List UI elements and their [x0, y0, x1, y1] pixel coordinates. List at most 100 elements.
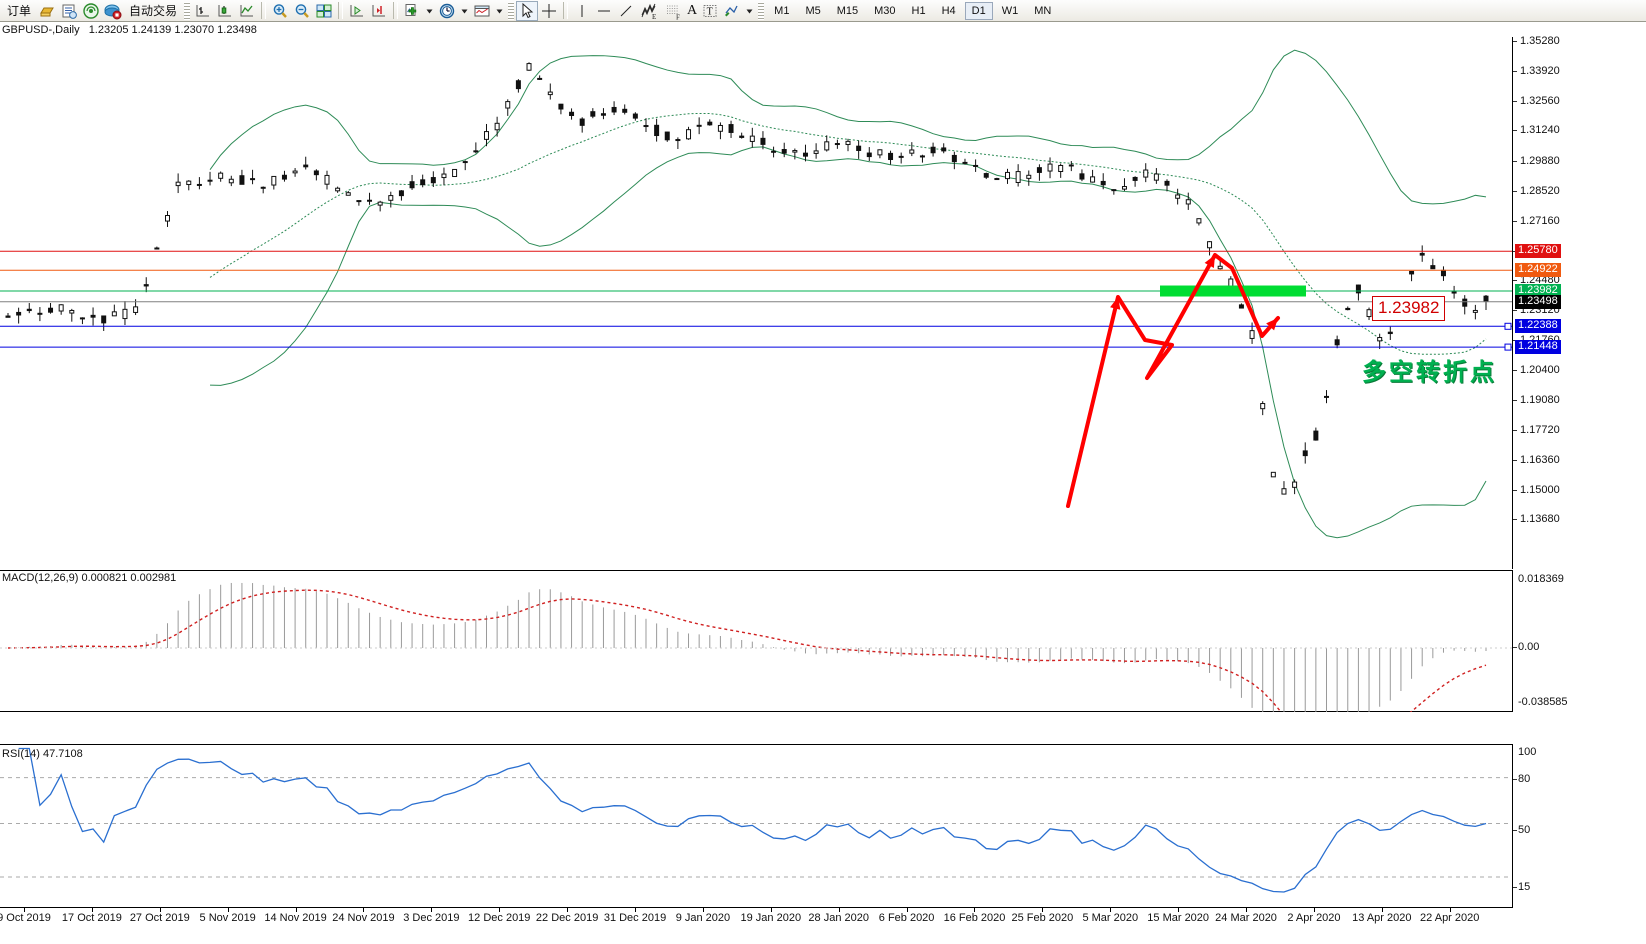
date-axis-label: 22 Dec 2019: [535, 912, 599, 924]
signal-icon[interactable]: [80, 1, 102, 21]
timeframe-w1[interactable]: W1: [1001, 4, 1019, 17]
price-tick: [1513, 71, 1517, 73]
macd-tick-zero: 0.00: [1518, 641, 1540, 653]
price-axis-label: 1.27160: [1520, 214, 1560, 227]
date-axis-label: 19 Jan 2020: [740, 912, 802, 924]
fibonacci-icon[interactable]: F: [661, 1, 685, 21]
date-tick: [499, 908, 501, 912]
price-level-tag-last-price[interactable]: 1.23498: [1515, 294, 1561, 309]
price-tick: [1513, 41, 1517, 42]
price-level-tag-resistance[interactable]: 1.25780: [1515, 244, 1561, 259]
toolbar-grip[interactable]: [508, 1, 515, 20]
chinese-annotation: 多空转折点: [1362, 358, 1497, 386]
timeframe-m15[interactable]: M15: [836, 4, 859, 17]
date-tick: [363, 908, 365, 912]
date-axis-label: 3 Dec 2019: [403, 912, 460, 924]
macd-chart-svg: [0, 582, 1512, 712]
period-clock-icon[interactable]: [436, 1, 458, 21]
date-tick: [635, 908, 637, 912]
price-level-tag-support[interactable]: 1.21448: [1515, 340, 1561, 355]
rsi-axis[interactable]: 100 80 50 15: [1512, 744, 1646, 908]
date-tick: [1313, 908, 1315, 912]
bar-chart-icon[interactable]: [192, 1, 214, 21]
date-tick: [838, 908, 840, 912]
tile-windows-icon[interactable]: [313, 1, 335, 21]
date-axis-label: 9 Oct 2019: [0, 912, 51, 924]
date-tick: [295, 908, 297, 912]
date-axis[interactable]: 9 Oct 2019 17 Oct 2019 27 Oct 2019 5 Nov 20…: [0, 908, 1512, 944]
templates-icon[interactable]: [471, 1, 493, 21]
date-tick: [1178, 908, 1180, 912]
vertical-line-icon[interactable]: [571, 1, 593, 21]
date-axis-label: 12 Dec 2019: [468, 912, 531, 924]
price-axis-label: 1.35280: [1520, 35, 1560, 47]
timeframe-mn[interactable]: MN: [1034, 4, 1052, 17]
zoom-in-icon[interactable]: [269, 1, 291, 21]
autotrade-button[interactable]: 自动交易: [124, 1, 182, 21]
price-axis-label: 1.29880: [1520, 154, 1560, 167]
date-tick: [1110, 908, 1112, 912]
macd-pane[interactable]: [0, 570, 1512, 712]
price-axis-label: 1.15000: [1520, 483, 1560, 496]
date-tick: [974, 908, 976, 912]
date-axis-label: 5 Mar 2020: [1082, 912, 1139, 924]
toolbar-grip[interactable]: [758, 1, 765, 20]
price-axis-label: 1.32560: [1520, 95, 1560, 108]
text-icon[interactable]: A: [687, 2, 698, 18]
chevron-down-icon[interactable]: [743, 1, 756, 21]
timeframe-m30[interactable]: M30: [874, 4, 896, 17]
price-tick: [1513, 370, 1517, 372]
price-level-tag-resistance[interactable]: 1.24922: [1515, 263, 1561, 278]
horizontal-line-icon[interactable]: [593, 1, 615, 21]
date-axis-label: 6 Feb 2020: [878, 912, 935, 924]
date-tick: [1381, 908, 1383, 912]
macd-axis[interactable]: 0.018369 0.00 -0.038585: [1512, 570, 1646, 712]
price-level-tag-support[interactable]: 1.22388: [1515, 319, 1561, 334]
price-tick: [1513, 160, 1517, 162]
zoom-out-icon[interactable]: [291, 1, 313, 21]
price-level-tag-pivot[interactable]: 1.23982: [1515, 284, 1561, 299]
date-tick: [1042, 908, 1044, 912]
timeframe-h1[interactable]: H1: [911, 4, 926, 17]
date-tick: [702, 908, 704, 912]
cursor-icon[interactable]: [516, 0, 539, 21]
toolbar-grip[interactable]: [184, 1, 191, 20]
shift-end-icon[interactable]: [368, 1, 390, 21]
news-icon[interactable]: [58, 1, 80, 21]
date-axis-label: 16 Feb 2020: [943, 912, 1006, 924]
autotrade-icon[interactable]: [102, 1, 124, 21]
chevron-down-icon[interactable]: [493, 1, 506, 21]
date-axis-label: 5 Nov 2019: [199, 912, 256, 924]
shift-start-icon[interactable]: [346, 1, 368, 21]
date-tick: [770, 908, 772, 912]
chevron-down-icon[interactable]: [423, 1, 436, 21]
timeframe-m5[interactable]: M5: [805, 4, 821, 17]
timeframe-m1[interactable]: M1: [774, 4, 790, 17]
add-indicator-icon[interactable]: [401, 1, 423, 21]
macd-tick-top: 0.018369: [1518, 573, 1564, 585]
crosshair-icon[interactable]: [538, 1, 560, 21]
orders-label: 订单: [7, 4, 32, 18]
line-chart-icon[interactable]: [236, 1, 258, 21]
gold-bar-icon[interactable]: [36, 1, 58, 21]
price-tick: [1513, 399, 1517, 401]
date-axis-label: 31 Dec 2019: [603, 912, 667, 924]
timeframe-h4[interactable]: H4: [941, 4, 956, 17]
elliott-wave-icon[interactable]: E: [637, 1, 661, 21]
trendline-icon[interactable]: [615, 1, 637, 21]
price-tick: [1513, 220, 1517, 222]
price-axis-label: 1.17720: [1520, 423, 1560, 436]
date-tick: [1246, 908, 1248, 912]
text-label-icon[interactable]: T: [699, 1, 721, 21]
rsi-pane[interactable]: [0, 744, 1512, 908]
chevron-down-icon[interactable]: [458, 1, 471, 21]
shapes-icon[interactable]: [721, 1, 743, 21]
candlestick-chart-icon[interactable]: [214, 1, 236, 21]
price-axis-label: 1.16360: [1520, 453, 1560, 466]
timeframe-d1[interactable]: D1: [964, 1, 993, 20]
orders-button[interactable]: 订单: [2, 1, 36, 21]
date-axis-label: 17 Oct 2019: [61, 912, 122, 924]
price-pane[interactable]: [0, 37, 1512, 569]
date-axis-label: 22 Apr 2020: [1420, 912, 1480, 924]
